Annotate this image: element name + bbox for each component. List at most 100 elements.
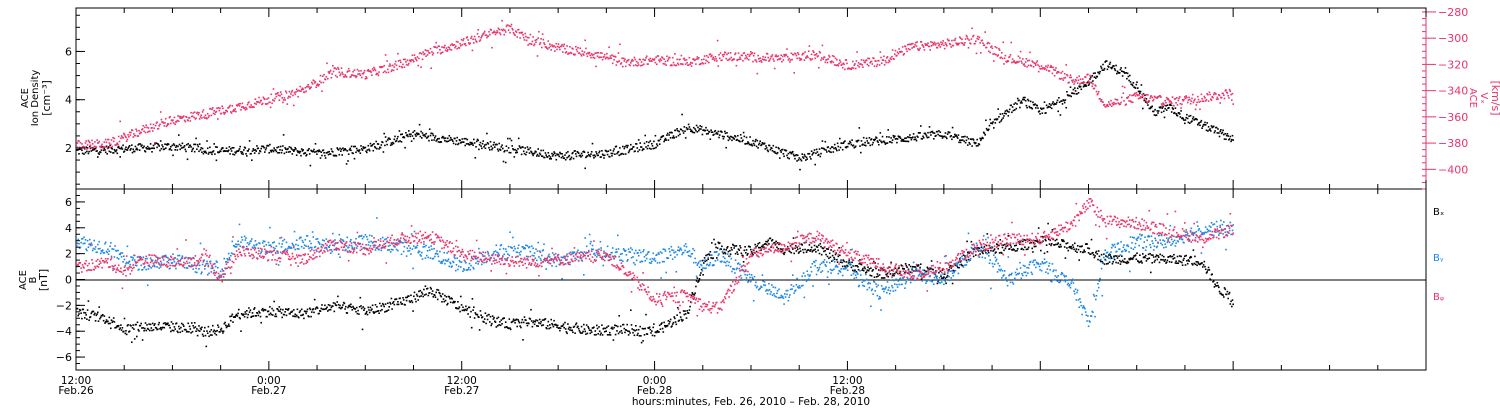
bx-series-point <box>1188 260 1190 262</box>
ion-density-series-point <box>120 146 123 149</box>
ion-density-series-point <box>383 132 385 135</box>
ion-density-series-point <box>174 149 176 151</box>
bx-series-point <box>332 302 335 304</box>
ion-density-series-point <box>269 149 272 152</box>
vx-series-point <box>76 142 79 144</box>
bx-series-point <box>601 334 604 336</box>
bx-series-point <box>917 264 920 266</box>
vx-series-point <box>365 76 367 78</box>
ion-density-series-point <box>86 147 89 149</box>
vx-series-point <box>888 60 891 63</box>
bx-series-point <box>457 301 459 303</box>
vx-series-point <box>476 33 479 35</box>
bx-series-point <box>704 260 707 263</box>
ion-density-series-point <box>753 144 756 147</box>
ion-density-series-point <box>146 148 148 150</box>
ion-density-series-point <box>483 146 485 148</box>
bx-series-point <box>249 309 252 311</box>
ion-density-series-point <box>242 153 244 155</box>
vx-series-point <box>266 98 268 100</box>
by-series-point <box>78 243 80 245</box>
bx-series-point <box>864 267 866 270</box>
vx-series-point <box>178 115 181 118</box>
vx-series-point <box>1151 96 1153 99</box>
bx-series-point <box>1059 243 1062 246</box>
bx-series-point <box>1081 245 1083 247</box>
vx-series-point <box>717 65 720 67</box>
vx-series-point <box>1113 103 1116 105</box>
ion-density-series-point <box>1027 98 1029 101</box>
ion-density-series-point <box>253 152 256 154</box>
vx-series-point <box>363 69 366 72</box>
bx-series-point <box>1074 250 1077 252</box>
vx-series-point <box>109 146 111 149</box>
bx-series-point <box>755 250 758 253</box>
ion-density-series-point <box>1181 117 1184 119</box>
by-series-point <box>113 256 116 258</box>
vx-series-point <box>721 54 724 56</box>
vx-series-point <box>1035 64 1037 66</box>
bx-series-point <box>84 317 86 319</box>
vx-series-point <box>682 63 684 66</box>
bx-series-point <box>669 318 672 321</box>
ion-density-series-point <box>572 157 575 160</box>
vx-series-point <box>1153 95 1156 98</box>
by-series-point <box>209 260 212 262</box>
bx-series-point <box>476 314 479 316</box>
ion-density-series-point <box>268 152 270 154</box>
ion-density-series-point <box>1080 88 1083 91</box>
vx-series-point <box>279 91 282 93</box>
ion-density-series-point <box>378 148 380 150</box>
vx-series-point <box>1076 76 1078 79</box>
vx-series-point <box>221 105 223 108</box>
ion-density-series-point <box>400 133 402 136</box>
ion-density-series-point <box>614 153 616 155</box>
bx-series-point <box>78 313 80 315</box>
vx-series-point <box>497 27 500 30</box>
vx-series-point <box>1188 96 1190 99</box>
vx-series-point <box>934 44 937 46</box>
by-series-point <box>126 245 129 248</box>
ion-density-series-point <box>501 144 503 146</box>
ion-density-series-point <box>1038 110 1041 112</box>
ion-density-series-point <box>1003 112 1006 114</box>
vx-series-point <box>183 119 186 122</box>
vx-series-point <box>103 141 106 143</box>
ion-density-series-point <box>483 144 486 146</box>
bx-series-point <box>920 278 923 280</box>
ion-density-series-point <box>933 138 935 140</box>
bx-series-point <box>242 314 244 316</box>
vx-series-point <box>884 59 887 62</box>
ion-density-series-point <box>823 148 826 151</box>
ion-density-series-point <box>133 150 136 153</box>
bx-series-point <box>666 325 668 328</box>
by-series-point <box>84 239 87 241</box>
by-series-point <box>128 260 131 263</box>
vx-series-point <box>383 64 385 67</box>
vx-series-point <box>272 88 275 90</box>
vx-series-point <box>227 106 230 109</box>
ion-density-series-point <box>109 144 111 147</box>
vx-series-point <box>280 93 283 95</box>
vx-series-point <box>275 95 278 98</box>
bx-series-point <box>1087 252 1090 254</box>
bx-series-point <box>843 260 845 263</box>
bx-series-point <box>629 332 631 334</box>
bx-series-point <box>1066 242 1069 244</box>
vx-series-point <box>790 52 793 55</box>
bx-series-point <box>692 293 694 295</box>
bx-series-point <box>253 308 255 310</box>
vx-series-point <box>708 61 710 64</box>
by-series-point <box>99 252 102 255</box>
bx-series-point <box>941 277 943 279</box>
bx-series-point <box>198 330 201 332</box>
vx-series-point <box>663 58 665 60</box>
ion-density-series-point <box>729 138 731 140</box>
vx-series-point <box>535 41 537 43</box>
bx-series-point <box>144 327 146 330</box>
by-series-point <box>87 246 90 248</box>
ion-density-series-point <box>557 153 560 156</box>
ion-density-series-point <box>653 147 656 150</box>
by-series-point <box>208 272 210 275</box>
ion-density-series-point <box>1004 110 1007 112</box>
